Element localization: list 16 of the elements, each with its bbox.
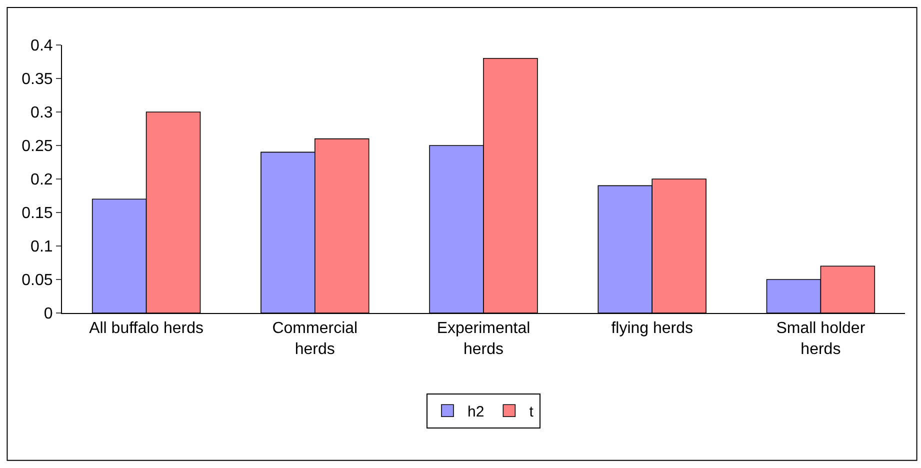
y-tick-label: 0.35 <box>22 71 53 88</box>
legend-label: h2 <box>468 404 484 420</box>
x-tick-label: Small holder herds <box>776 320 866 358</box>
y-tick-label: 0.15 <box>22 205 53 222</box>
x-tick-label: Commercial herds <box>272 320 358 358</box>
y-tick-label: 0.05 <box>22 272 53 290</box>
y-tick-label: 0.1 <box>30 238 53 256</box>
legend-label: t <box>529 404 534 420</box>
x-tick-label: flying herds <box>611 320 694 338</box>
y-tick-label: 0.2 <box>30 172 53 189</box>
y-tick-label: 0 <box>44 306 53 323</box>
y-tick-label: 0.25 <box>22 138 53 156</box>
y-tick-label: 0.3 <box>30 104 53 122</box>
x-tick-label: Experimental herds <box>436 320 530 358</box>
y-tick-label: 0.4 <box>30 38 53 55</box>
x-tick-label: All buffalo herds <box>89 320 204 338</box>
